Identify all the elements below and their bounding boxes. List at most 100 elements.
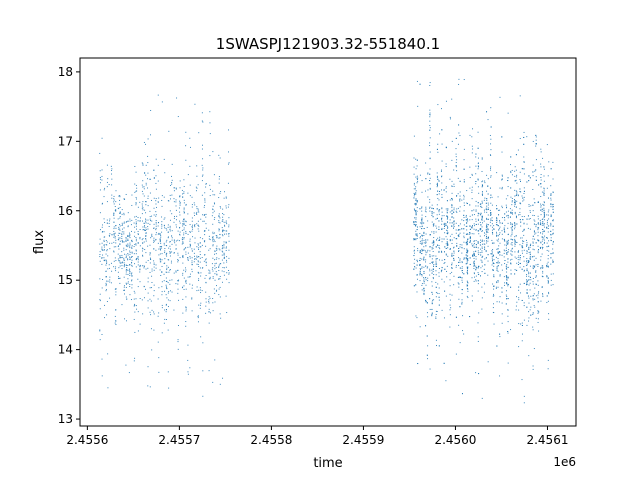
data-point bbox=[542, 222, 544, 224]
data-point bbox=[443, 238, 445, 240]
data-point bbox=[415, 221, 417, 223]
data-point bbox=[514, 238, 516, 240]
data-point bbox=[415, 198, 417, 200]
data-point bbox=[526, 218, 528, 220]
data-point bbox=[182, 274, 184, 276]
data-point bbox=[528, 317, 530, 319]
data-point bbox=[173, 187, 175, 189]
data-point bbox=[487, 214, 489, 216]
data-point bbox=[425, 245, 427, 247]
data-point bbox=[135, 238, 137, 240]
data-point bbox=[99, 178, 101, 180]
data-point bbox=[499, 187, 501, 189]
data-point bbox=[491, 226, 493, 228]
data-point bbox=[183, 229, 185, 231]
data-point bbox=[135, 198, 137, 200]
data-point bbox=[493, 295, 495, 297]
data-point bbox=[223, 267, 225, 269]
data-point bbox=[544, 235, 546, 237]
data-point bbox=[423, 232, 425, 234]
data-point bbox=[520, 323, 522, 325]
data-point bbox=[103, 244, 105, 246]
data-point bbox=[477, 202, 479, 204]
data-point bbox=[461, 272, 463, 274]
data-point bbox=[490, 176, 492, 178]
data-point bbox=[467, 238, 469, 240]
data-point bbox=[429, 274, 431, 276]
chart-title: 1SWASPJ121903.32-551840.1 bbox=[216, 35, 440, 53]
data-point bbox=[216, 235, 218, 237]
data-point bbox=[471, 300, 473, 302]
data-point bbox=[552, 161, 554, 163]
data-point bbox=[492, 232, 494, 234]
data-point bbox=[471, 189, 473, 191]
data-point bbox=[543, 214, 545, 216]
data-point bbox=[109, 281, 111, 283]
data-point bbox=[133, 253, 135, 255]
y-tick-label: 17 bbox=[58, 134, 73, 148]
data-point bbox=[196, 175, 198, 177]
data-point bbox=[142, 186, 144, 188]
data-point bbox=[501, 186, 503, 188]
data-point bbox=[466, 280, 468, 282]
data-point bbox=[487, 204, 489, 206]
data-point bbox=[228, 224, 230, 226]
data-point bbox=[423, 270, 425, 272]
data-point bbox=[135, 258, 137, 260]
data-point bbox=[444, 225, 446, 227]
data-point bbox=[103, 257, 105, 259]
data-point bbox=[196, 206, 198, 208]
data-point bbox=[523, 249, 525, 251]
data-point bbox=[119, 260, 121, 262]
data-point bbox=[501, 269, 503, 271]
data-point bbox=[511, 169, 513, 171]
data-point bbox=[125, 282, 127, 284]
data-point bbox=[498, 228, 500, 230]
data-point bbox=[115, 242, 117, 244]
data-point bbox=[105, 259, 107, 261]
data-point bbox=[429, 82, 431, 84]
data-point bbox=[145, 232, 147, 234]
data-point bbox=[171, 243, 173, 245]
data-point bbox=[183, 218, 185, 220]
data-point bbox=[482, 255, 484, 257]
data-point bbox=[463, 179, 465, 181]
data-point bbox=[125, 271, 127, 273]
data-point bbox=[223, 247, 225, 249]
data-point bbox=[466, 229, 468, 231]
data-point bbox=[165, 286, 167, 288]
data-point bbox=[543, 226, 545, 228]
data-point bbox=[185, 307, 187, 309]
data-point bbox=[191, 220, 193, 222]
data-point bbox=[527, 262, 529, 264]
data-point bbox=[427, 239, 429, 241]
data-point bbox=[486, 190, 488, 192]
data-point bbox=[511, 201, 513, 203]
data-point bbox=[550, 194, 552, 196]
data-point bbox=[501, 322, 503, 324]
data-point bbox=[121, 234, 123, 236]
data-point bbox=[121, 239, 123, 241]
data-point bbox=[423, 287, 425, 289]
data-point bbox=[436, 263, 438, 265]
data-point bbox=[426, 302, 428, 303]
data-point bbox=[114, 237, 116, 239]
data-point bbox=[491, 220, 493, 222]
data-point bbox=[437, 104, 439, 106]
data-point bbox=[479, 228, 481, 230]
data-point bbox=[165, 253, 167, 255]
data-point bbox=[182, 312, 184, 314]
data-point bbox=[189, 257, 191, 259]
data-point bbox=[550, 168, 552, 170]
data-point bbox=[197, 264, 199, 266]
data-point bbox=[435, 316, 437, 318]
data-point bbox=[185, 267, 187, 269]
data-point bbox=[510, 259, 512, 261]
data-point bbox=[523, 216, 525, 218]
data-point bbox=[503, 238, 505, 240]
data-point bbox=[546, 237, 548, 239]
data-point bbox=[219, 313, 221, 315]
data-point bbox=[455, 165, 457, 167]
data-point bbox=[436, 194, 438, 196]
data-point bbox=[175, 201, 177, 203]
